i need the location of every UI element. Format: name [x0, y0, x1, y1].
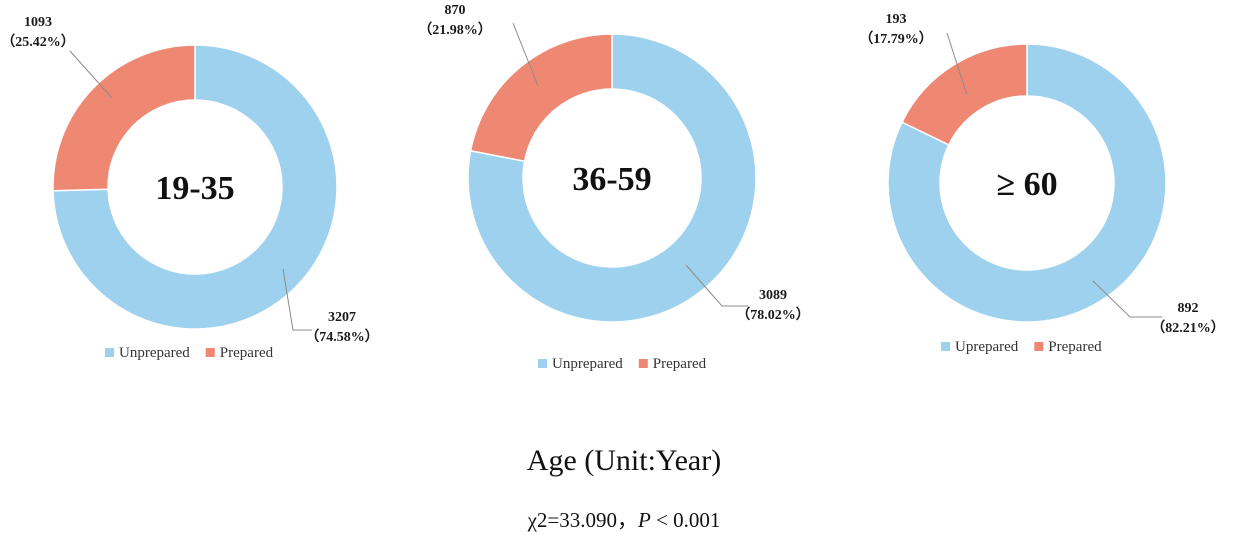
legend-swatch — [941, 342, 950, 351]
legend-entry: Prepared — [1048, 339, 1102, 355]
percent-label: （17.79%） — [859, 31, 933, 47]
percent-label: （25.42%） — [1, 34, 75, 50]
center-label: 19-35 — [155, 170, 234, 207]
legend-swatch — [1034, 342, 1044, 351]
value-label: 870 — [445, 3, 466, 18]
leader-line — [946, 32, 968, 96]
center-label: ≥ 60 — [996, 166, 1057, 203]
legend: Uprepared Prepared — [941, 339, 1102, 355]
legend-entry: Prepared — [653, 356, 707, 372]
legend-swatch — [105, 348, 114, 357]
value-label: 892 — [1178, 301, 1199, 316]
donut-chart-2: 36-59 3089 （78.02%） 870 （21.98%） Unprepared Pr… — [418, 3, 810, 372]
legend: Unprepared Prepared — [105, 345, 274, 361]
leader-line — [282, 268, 312, 331]
legend-entry: Uprepared — [955, 339, 1019, 355]
slice-prepared — [52, 44, 196, 192]
leader-line — [685, 264, 748, 307]
chi-square-statistic: χ2=33.090，P < 0.001 — [0, 504, 1248, 534]
center-label: 36-59 — [572, 161, 651, 198]
legend: Unprepared Prepared — [538, 356, 707, 372]
percent-label: （78.02%） — [736, 307, 810, 323]
value-label: 193 — [886, 12, 907, 27]
value-label: 1093 — [24, 15, 52, 30]
donut-chart-3: ≥ 60 892 （82.21%） 193 （17.79%） Uprepared Prepa… — [859, 12, 1225, 355]
donut-chart-1: 19-35 3207 （74.58%） 1093 （25.42%） Unprepared P… — [1, 15, 379, 361]
slice-unprepared — [467, 33, 757, 323]
legend-swatch — [638, 359, 648, 368]
percent-label: （82.21%） — [1151, 320, 1225, 336]
p-symbol: P — [638, 508, 651, 532]
percent-label: （21.98%） — [418, 22, 492, 38]
slice-unprepared — [52, 44, 338, 330]
slice-uprepared — [887, 43, 1167, 323]
legend-swatch — [205, 348, 215, 357]
p-value: < 0.001 — [650, 508, 721, 532]
value-label: 3207 — [328, 310, 356, 325]
legend-swatch — [538, 359, 547, 368]
percent-label: （74.58%） — [305, 329, 379, 345]
legend-entry: Unprepared — [552, 356, 623, 372]
chi-square-value: χ2=33.090， — [527, 508, 638, 532]
legend-entry: Prepared — [220, 345, 274, 361]
x-axis-title: Age (Unit:Year) — [526, 444, 722, 477]
leader-line — [512, 22, 539, 87]
slice-prepared — [469, 33, 613, 163]
leader-line — [69, 50, 113, 99]
leader-line — [1092, 280, 1162, 318]
slice-prepared — [901, 43, 1028, 146]
legend-entry: Unprepared — [119, 345, 190, 361]
value-label: 3089 — [759, 288, 787, 303]
